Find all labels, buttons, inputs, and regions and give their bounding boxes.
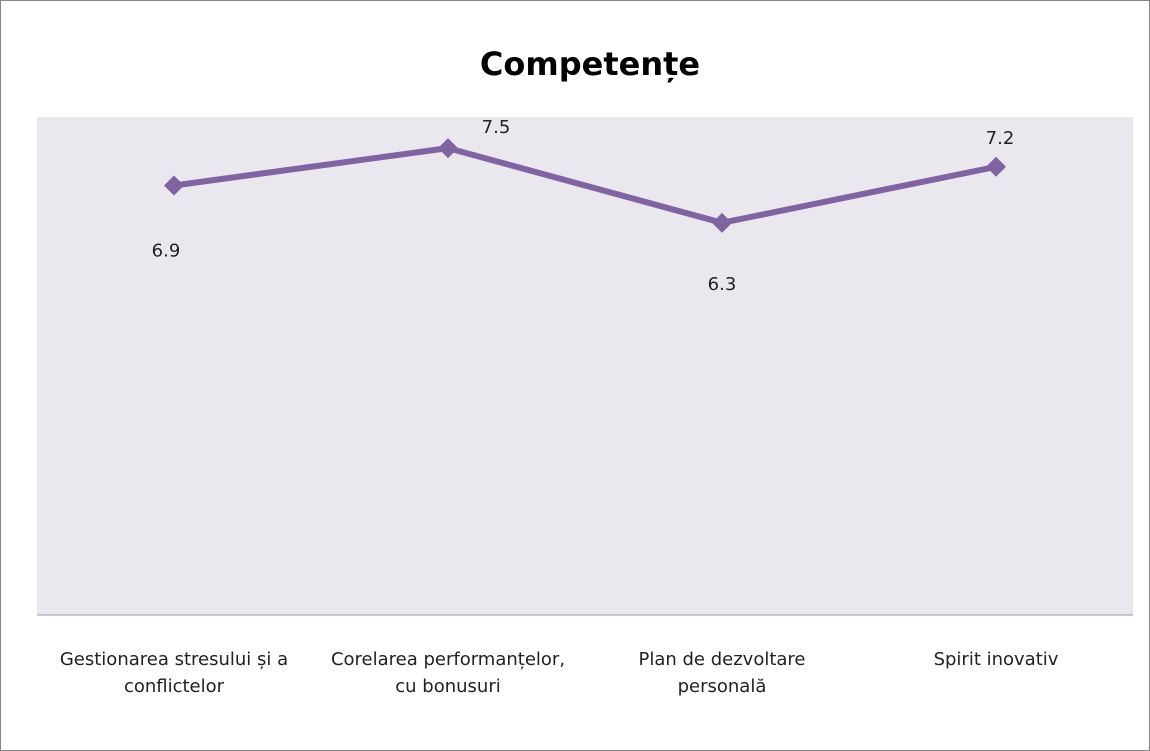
data-label: 6.9	[152, 240, 181, 261]
data-label: 7.2	[986, 128, 1015, 149]
data-line	[173, 145, 997, 226]
x-tick-label: Spirit inovativ	[933, 649, 1059, 670]
plot-area	[37, 117, 1133, 615]
data-point	[712, 212, 732, 233]
data-label: 7.5	[482, 117, 511, 138]
data-point	[986, 156, 1006, 177]
x-tick-label: Plan de dezvoltare personală	[638, 649, 806, 697]
chart-title: Competențe	[480, 45, 700, 83]
data-label: 6.3	[708, 274, 737, 295]
data-point	[438, 138, 458, 159]
x-tick-label: Gestionarea stresului și a conflictelor	[59, 649, 289, 697]
x-tick-label: Corelarea performanțelor, cu bonusuri	[330, 649, 566, 697]
data-point	[164, 175, 184, 196]
